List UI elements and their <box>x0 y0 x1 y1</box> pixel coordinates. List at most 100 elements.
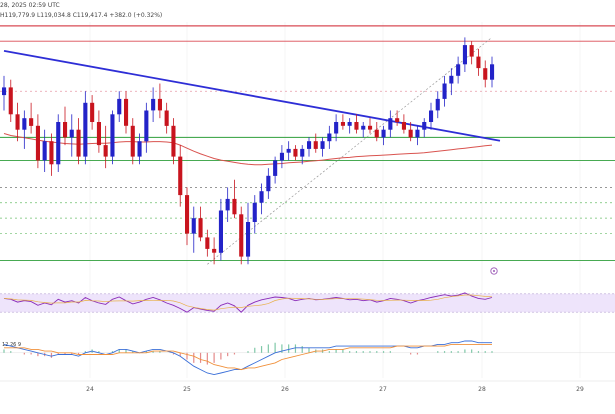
candle-body-12 <box>83 102 88 157</box>
candle-body-29 <box>198 218 203 238</box>
x-tick-label-26: 26 <box>281 386 289 393</box>
candle-body-5 <box>35 125 40 161</box>
candle-body-72 <box>490 64 495 80</box>
candle-body-28 <box>191 218 196 234</box>
candle-body-9 <box>63 122 68 138</box>
candle-body-0 <box>2 87 7 96</box>
candle-body-68 <box>462 45 467 65</box>
macd-line <box>3 340 492 376</box>
candle-body-65 <box>442 83 447 99</box>
candle-body-53 <box>361 125 366 130</box>
macd-panel: 12 26 9 <box>0 340 615 376</box>
x-tick-label-28: 28 <box>478 386 486 393</box>
candle-body-56 <box>381 129 386 138</box>
candle-body-30 <box>205 237 210 249</box>
candle-body-4 <box>29 118 34 126</box>
x-tick-label-24: 24 <box>86 386 94 393</box>
candle-body-42 <box>286 148 291 153</box>
candle-body-62 <box>422 122 427 130</box>
candle-body-69 <box>469 45 474 57</box>
candle-body-71 <box>483 68 488 80</box>
candle-body-55 <box>374 129 379 138</box>
candle-body-50 <box>340 122 345 126</box>
header-ohlc: H119,779.9 L119,034.8 C119,417.4 +382.0 … <box>0 12 162 19</box>
candle-body-3 <box>22 118 27 130</box>
candle-body-31 <box>212 248 217 253</box>
candle-body-40 <box>273 160 278 176</box>
candle-body-16 <box>110 114 115 157</box>
candle-body-67 <box>456 64 461 76</box>
rsi-panel <box>0 292 615 313</box>
candle-body-26 <box>178 156 183 196</box>
candles <box>2 37 495 265</box>
candle-body-70 <box>476 56 481 69</box>
candle-body-63 <box>429 110 434 122</box>
candle-body-19 <box>130 125 135 157</box>
trendline <box>3 49 501 142</box>
candle-body-38 <box>259 191 264 203</box>
candle-body-52 <box>354 122 359 130</box>
candle-body-18 <box>124 98 129 126</box>
header-date: 28, 2025 02:59 UTC <box>0 2 60 9</box>
candle-body-17 <box>117 98 122 115</box>
candle-body-2 <box>15 114 20 130</box>
candle-body-59 <box>401 122 406 130</box>
candle-body-41 <box>279 152 284 161</box>
candle-body-35 <box>239 214 244 257</box>
candle-body-25 <box>171 125 176 157</box>
candle-body-37 <box>252 202 257 222</box>
x-axis: 24 25 26 27 28 29 <box>0 380 615 393</box>
macd-label: 12 26 9 <box>2 342 21 348</box>
candle-body-49 <box>334 122 339 134</box>
grid <box>89 22 581 378</box>
candle-body-64 <box>435 98 440 111</box>
rsi-signal-line <box>3 294 493 311</box>
candle-body-1 <box>8 87 13 115</box>
candle-body-7 <box>49 141 54 165</box>
rsi-band <box>0 293 615 313</box>
rsi-line <box>3 292 493 313</box>
candle-body-27 <box>185 195 190 234</box>
candle-body-6 <box>42 141 47 161</box>
candle-body-15 <box>103 145 108 157</box>
horizontal-levels <box>0 25 615 261</box>
candle-body-48 <box>327 133 332 142</box>
candle-body-58 <box>395 118 400 122</box>
candle-body-32 <box>218 210 223 253</box>
candle-body-20 <box>137 141 142 157</box>
candle-body-47 <box>320 141 325 149</box>
candle-body-57 <box>388 118 393 130</box>
candle-body-11 <box>76 129 81 157</box>
candle-body-36 <box>246 222 251 257</box>
candle-body-54 <box>368 125 373 130</box>
candle-body-8 <box>56 122 61 165</box>
candle-body-44 <box>300 148 305 157</box>
alert-marker[interactable] <box>490 267 498 275</box>
candle-body-23 <box>157 98 162 111</box>
candle-body-22 <box>151 98 156 111</box>
candle-body-21 <box>144 110 149 142</box>
x-tick-label-29: 29 <box>576 386 584 393</box>
alert-dot-icon <box>493 270 495 272</box>
candle-body-33 <box>225 198 230 211</box>
candle-body-43 <box>293 148 298 157</box>
x-tick-label-25: 25 <box>183 386 191 393</box>
candle-body-51 <box>347 122 352 126</box>
macd-signal-line <box>4 343 492 371</box>
bearish-trendline <box>3 49 501 142</box>
candle-body-45 <box>307 141 312 149</box>
candle-body-46 <box>313 141 318 149</box>
candle-body-34 <box>232 198 237 215</box>
candle-body-24 <box>164 110 169 126</box>
candle-body-13 <box>90 102 95 122</box>
x-tick-label-27: 27 <box>379 386 387 393</box>
candle-body-39 <box>266 175 271 192</box>
candle-body-66 <box>449 75 454 84</box>
candle-body-10 <box>69 129 74 138</box>
candle-body-14 <box>96 122 101 146</box>
candle-body-60 <box>408 129 413 138</box>
candle-body-61 <box>415 129 420 138</box>
